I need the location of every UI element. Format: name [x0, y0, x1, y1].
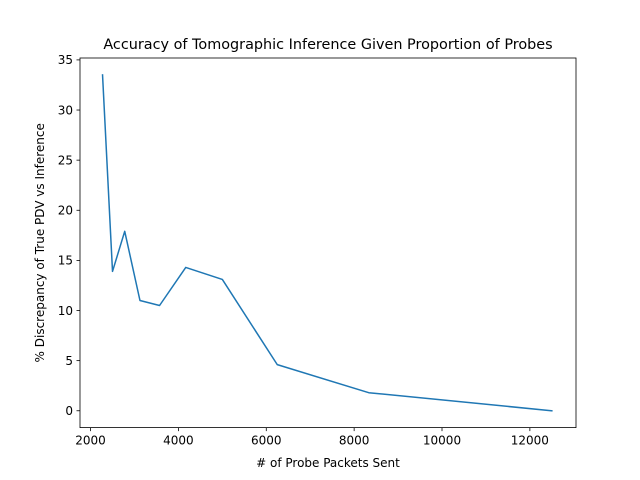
chart-title: Accuracy of Tomographic Inference Given …	[103, 37, 552, 53]
y-tick-label-20: 20	[58, 204, 73, 218]
plot-area	[101, 74, 553, 412]
axes-frame	[79, 57, 577, 429]
y-tick-label-30: 30	[58, 103, 73, 117]
x-axis-label: # of Probe Packets Sent	[256, 456, 400, 470]
x-tick-label-6000: 6000	[251, 434, 282, 448]
y-tick-label-10: 10	[58, 304, 73, 318]
x-tick-label-8000: 8000	[339, 434, 370, 448]
x-tick-label-4000: 4000	[163, 434, 194, 448]
series-line-0	[101, 74, 553, 412]
y-tick-label-5: 5	[65, 354, 73, 368]
y-axis-label: % Discrepancy of True PDV vs Inference	[33, 123, 47, 362]
y-tick-label-0: 0	[65, 404, 73, 418]
y-tick-label-25: 25	[58, 153, 73, 167]
y-axis: 0 5 10 15 20 25 30 35	[58, 53, 80, 418]
x-tick-label-10000: 10000	[423, 434, 461, 448]
x-tick-label-2000: 2000	[75, 434, 106, 448]
x-tick-label-12000: 12000	[511, 434, 549, 448]
y-tick-label-35: 35	[58, 53, 73, 67]
x-axis: 2000 4000 6000 8000 10000 12000	[75, 427, 549, 448]
y-tick-label-15: 15	[58, 254, 73, 268]
